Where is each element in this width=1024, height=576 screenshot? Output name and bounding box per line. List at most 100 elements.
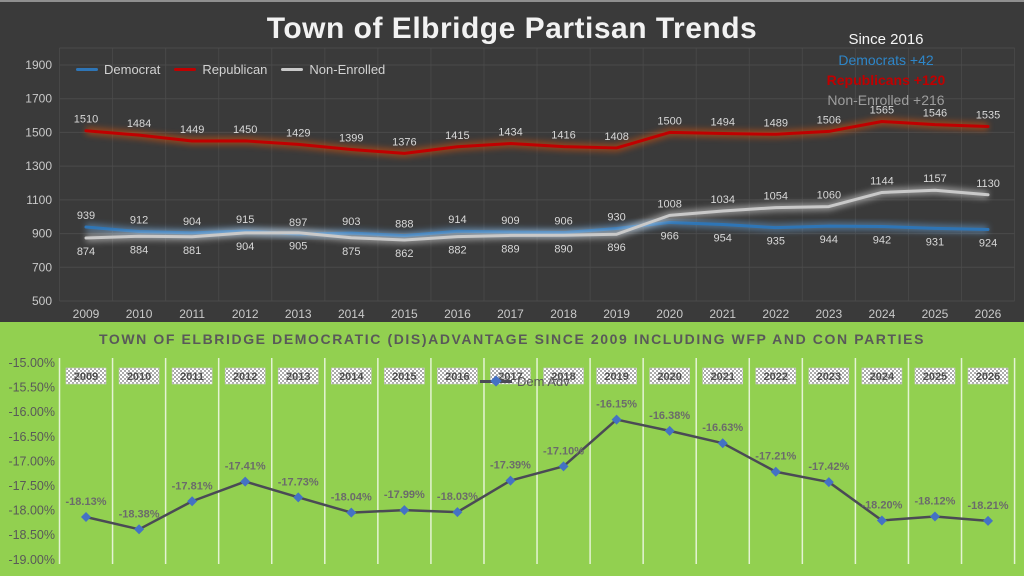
- diamond-marker-icon: [876, 515, 887, 526]
- democrat-data-label: 888: [395, 219, 413, 231]
- non-enrolled-data-label: 1144: [870, 175, 894, 187]
- year-label-box: [967, 367, 1009, 385]
- republican-data-label: 1484: [127, 118, 151, 130]
- republican-data-label: 1506: [817, 114, 841, 126]
- x-axis-year-label: 2015: [391, 307, 418, 321]
- republican-line: [84, 119, 990, 155]
- x-axis-year-label: 2014: [338, 307, 365, 321]
- democrat-data-label: 966: [660, 230, 678, 242]
- year-label-box: [808, 367, 850, 385]
- democrat-data-label: 915: [236, 214, 254, 226]
- y-axis-tick-label: -16.50%: [8, 430, 55, 444]
- year-label: 2014: [339, 371, 364, 383]
- top-chart-legend: Democrat Republican Non-Enrolled: [76, 62, 385, 77]
- non-enrolled-data-label: 890: [554, 243, 572, 255]
- dem-adv-data-label: -17.81%: [172, 480, 213, 492]
- non-enrolled-data-label: 896: [607, 242, 625, 254]
- year-label: 2011: [180, 371, 204, 383]
- republican-data-label: 1500: [657, 115, 681, 127]
- diamond-marker-icon: [452, 507, 463, 518]
- year-label: 2013: [286, 371, 310, 383]
- year-label: 2026: [976, 371, 1000, 383]
- year-label: 2012: [233, 371, 257, 383]
- democrat-data-label: 904: [183, 216, 201, 228]
- diamond-marker-icon: [505, 475, 516, 486]
- annotation-heading: Since 2016: [848, 31, 924, 48]
- year-label-box: [649, 367, 690, 385]
- dem-adv-data-label: -17.39%: [490, 460, 531, 472]
- year-label: 2020: [657, 371, 681, 383]
- non-enrolled-data-label: 881: [183, 245, 201, 257]
- y-axis-tick-label: -17.00%: [8, 454, 55, 468]
- diamond-marker-icon: [134, 524, 145, 535]
- non-enrolled-data-label: 1060: [817, 190, 841, 202]
- legend-label: Dem Adv: [517, 374, 570, 389]
- republican-data-label: 1416: [551, 130, 575, 142]
- x-axis-year-label: 2019: [603, 307, 630, 321]
- annotation-non-enrolled-change: Non-Enrolled +216: [827, 92, 945, 108]
- year-label: 2015: [392, 371, 416, 383]
- dem-adv-line-swatch: [480, 374, 512, 387]
- republican-data-label: 1399: [339, 132, 363, 144]
- year-label: 2019: [604, 371, 628, 383]
- dem-adv-data-label: -17.41%: [225, 461, 266, 473]
- x-axis-year-label: 2016: [444, 307, 471, 321]
- y-axis-tick-label: 1900: [25, 58, 52, 72]
- republican-data-label: 1510: [74, 114, 98, 126]
- year-label-box: [118, 367, 160, 385]
- republican-data-label: 1450: [233, 124, 257, 136]
- y-axis-tick-label: -18.00%: [8, 504, 55, 518]
- y-axis-tick-label: 1700: [25, 92, 52, 106]
- y-axis-tick-label: 900: [32, 227, 52, 241]
- dem-adv-data-label: -18.13%: [66, 496, 107, 508]
- legend-item-republican: Republican: [174, 62, 267, 77]
- year-label-box: [277, 367, 319, 385]
- democrat-data-label: 939: [77, 210, 95, 222]
- year-label-box: [543, 367, 584, 385]
- x-axis-year-label: 2026: [975, 307, 1002, 321]
- y-axis-tick-label: -15.50%: [8, 381, 55, 395]
- year-label: 2018: [551, 371, 575, 383]
- dem-adv-legend: Dem Adv: [480, 374, 570, 389]
- legend-item-non-enrolled: Non-Enrolled: [281, 62, 385, 77]
- republican-data-label: 1489: [764, 117, 788, 129]
- y-axis-tick-label: 1300: [25, 159, 52, 173]
- dem-adv-line: [85, 418, 989, 531]
- x-axis-year-label: 2023: [815, 307, 842, 321]
- x-axis-year-label: 2020: [656, 307, 683, 321]
- x-axis-year-label: 2021: [709, 307, 736, 321]
- year-label-box: [330, 367, 372, 385]
- x-axis-year-label: 2017: [497, 307, 524, 321]
- year-label-box: [224, 367, 266, 385]
- non-enrolled-data-label: 1157: [923, 173, 947, 185]
- non-enrolled-data-label: 882: [448, 245, 466, 257]
- democrat-data-label: 942: [873, 234, 891, 246]
- year-label: 2025: [923, 371, 947, 383]
- non-enrolled-data-label: 905: [289, 241, 307, 253]
- diamond-marker-icon: [240, 476, 251, 487]
- legend-label: Non-Enrolled: [309, 62, 386, 77]
- year-label: 2021: [710, 371, 734, 383]
- non-enrolled-data-label: 904: [236, 241, 254, 253]
- diamond-marker-icon: [770, 466, 781, 477]
- democrat-data-label: 903: [342, 216, 360, 228]
- dem-advantage-chart: -15.00% -15.50% -16.00% -16.50% -17.00% -17.5…: [0, 322, 1024, 576]
- year-label-box: [702, 367, 744, 385]
- year-label: 2022: [764, 371, 788, 383]
- non-enrolled-data-label: 1054: [764, 191, 788, 203]
- dem-adv-data-label: -18.20%: [861, 499, 902, 511]
- diamond-marker-icon: [187, 496, 198, 507]
- republican-line-swatch: [174, 68, 197, 71]
- diamond-marker-icon: [81, 511, 91, 522]
- non-enrolled-data-label: 1008: [657, 198, 681, 210]
- democrat-data-label: 930: [607, 212, 625, 224]
- non-enrolled-line-swatch: [281, 68, 304, 71]
- republican-data-label: 1434: [498, 127, 522, 139]
- non-enrolled-data-label: 875: [342, 246, 360, 258]
- annotation-republicans-change: Republicans +120: [826, 72, 946, 88]
- dem-adv-data-label: -17.42%: [808, 461, 849, 473]
- diamond-marker-icon: [823, 477, 834, 488]
- dem-adv-data-label: -16.63%: [702, 422, 743, 434]
- non-enrolled-data-label: 889: [501, 243, 519, 255]
- legend-label: Republican: [202, 62, 268, 77]
